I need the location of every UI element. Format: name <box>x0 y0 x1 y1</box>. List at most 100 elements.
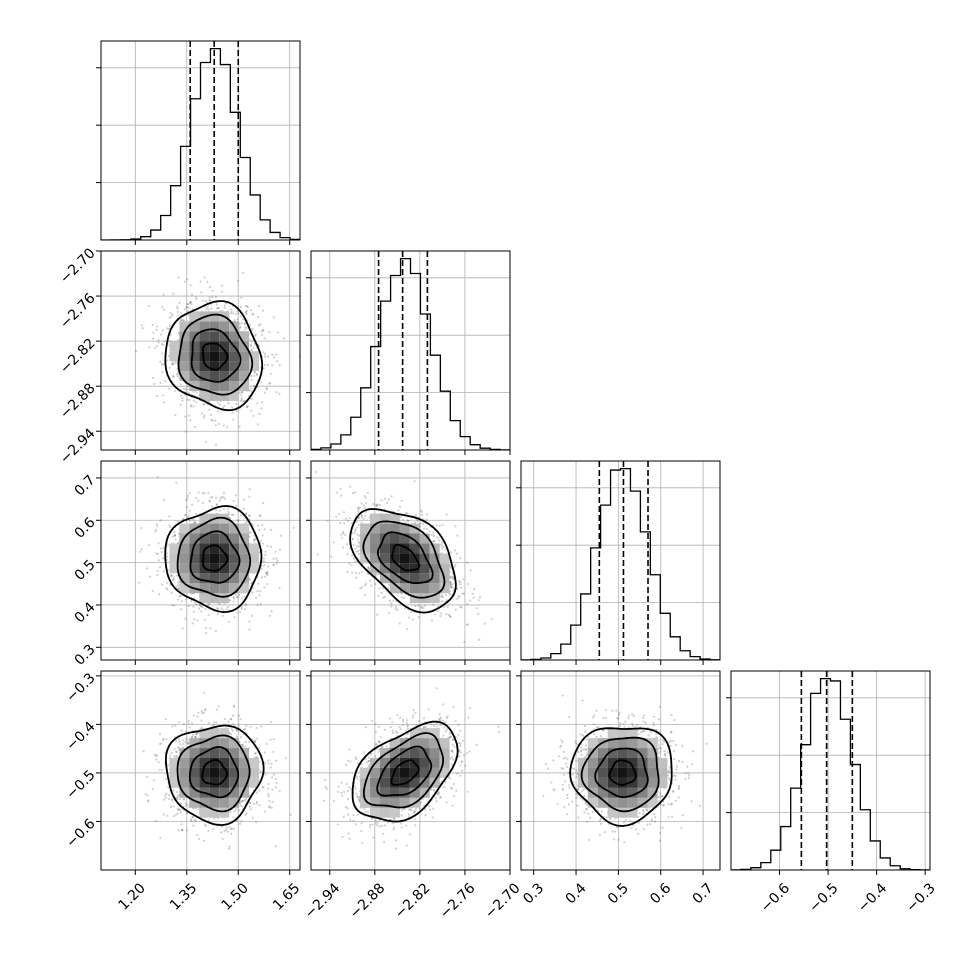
density-cell <box>607 767 618 778</box>
scatter-point <box>371 817 374 821</box>
scatter-point <box>220 496 223 499</box>
density-cell <box>209 767 220 778</box>
scatter-point <box>256 315 260 319</box>
scatter-point <box>452 577 455 580</box>
density-cell <box>637 738 648 749</box>
density-cell <box>429 583 440 594</box>
scatter-point <box>161 394 164 397</box>
scatter-point <box>355 775 358 778</box>
scatter-point <box>365 761 368 764</box>
scatter-point <box>576 794 579 797</box>
scatter-point <box>243 799 247 802</box>
density-cell <box>189 371 200 382</box>
density-cell <box>577 758 588 768</box>
scatter-point <box>169 525 172 529</box>
scatter-point <box>253 740 256 743</box>
scatter-point <box>230 406 234 409</box>
scatter-point <box>354 527 357 531</box>
scatter-point <box>459 774 462 777</box>
scatter-point <box>240 296 243 299</box>
x-tick-label-2-0: 0.3 <box>520 880 547 907</box>
scatter-point <box>598 819 602 822</box>
scatter-point <box>177 276 180 279</box>
scatter-point <box>250 390 253 393</box>
contour-level-1 <box>594 747 649 798</box>
scatter-point <box>222 507 225 511</box>
scatter-point <box>602 717 605 720</box>
scatter-point <box>170 751 174 754</box>
scatter-point <box>460 586 463 589</box>
density-cell <box>389 807 400 818</box>
scatter-point <box>250 614 254 617</box>
scatter-point <box>207 400 211 403</box>
scatter-point <box>156 754 159 757</box>
density-cell <box>439 563 450 574</box>
scatter-point <box>458 754 461 758</box>
density-cell <box>617 758 628 768</box>
scatter-point <box>186 497 189 500</box>
scatter-point <box>240 743 243 747</box>
scatter-point <box>252 312 255 315</box>
density-cell <box>249 553 259 564</box>
y-tick-label-2-1: 0.4 <box>72 599 99 626</box>
scatter-point <box>232 597 236 600</box>
density-cell <box>419 533 430 544</box>
scatter-point <box>204 708 207 711</box>
scatter-point <box>197 607 201 610</box>
scatter-point <box>263 575 267 578</box>
density-cell <box>209 371 220 382</box>
density-cell <box>419 563 430 574</box>
scatter-point <box>171 799 174 802</box>
scatter-point <box>561 783 564 786</box>
density-cell <box>179 767 190 778</box>
axes-frame <box>520 670 721 871</box>
scatter-point <box>439 719 442 722</box>
scatter-point <box>377 750 380 753</box>
scatter-point <box>258 804 261 807</box>
scatter-point <box>192 610 195 613</box>
scatter-point <box>193 618 196 621</box>
scatter-point <box>187 391 191 394</box>
scatter-point <box>208 308 211 311</box>
scatter-point <box>444 593 448 596</box>
scatter-point <box>240 820 243 823</box>
scatter-point <box>402 596 406 599</box>
scatter-point <box>346 543 349 546</box>
scatter-point <box>141 327 144 330</box>
scatter-point <box>162 546 165 550</box>
x-tick-label-2-3: 0.6 <box>647 880 674 907</box>
scatter-point <box>653 715 656 718</box>
scatter-point <box>187 303 190 306</box>
scatter-point <box>166 588 169 591</box>
scatter-point <box>459 729 462 732</box>
density-cell <box>409 533 420 544</box>
scatter-point <box>653 813 656 816</box>
scatter-point <box>243 728 246 731</box>
scatter-point <box>598 833 602 837</box>
scatter-point <box>272 750 275 754</box>
scatter-point <box>260 401 264 404</box>
density-cell <box>209 787 220 798</box>
density-cell <box>189 797 200 808</box>
scatter-point <box>256 589 259 593</box>
scatter-point <box>175 585 178 588</box>
scatter-point <box>179 403 182 406</box>
scatter-point <box>232 596 235 599</box>
scatter-point <box>612 838 616 841</box>
scatter-point <box>232 816 235 819</box>
scatter-point <box>630 826 633 830</box>
scatter-point <box>449 580 452 584</box>
scatter-point <box>211 289 214 293</box>
density-cell <box>239 341 250 352</box>
scatter-point <box>667 803 670 806</box>
density-cell <box>209 351 220 362</box>
scatter-point <box>272 773 275 776</box>
scatter-point <box>360 822 363 825</box>
scatter-point <box>215 721 218 724</box>
scatter-point <box>388 599 392 603</box>
density-cell <box>199 390 210 401</box>
scatter-point <box>164 794 167 797</box>
density-cells <box>169 513 259 604</box>
scatter-point <box>242 498 246 501</box>
density-cell <box>647 738 658 749</box>
